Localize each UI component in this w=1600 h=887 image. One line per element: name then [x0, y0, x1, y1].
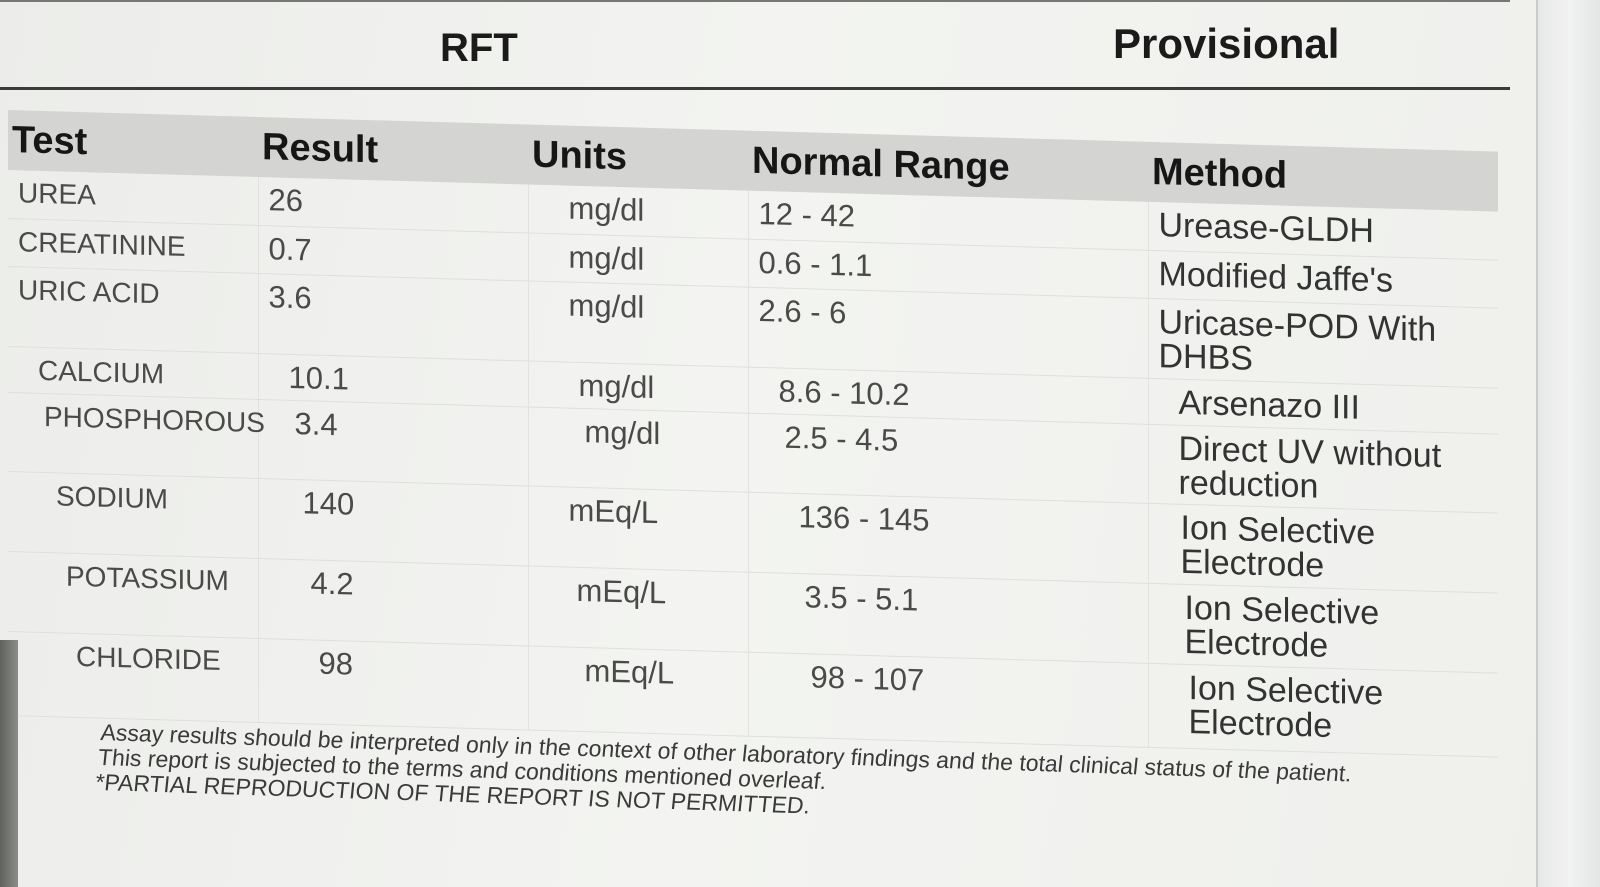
test-name: UREA: [8, 170, 258, 225]
test-name: CREATININE: [8, 218, 258, 273]
test-method: Ion Selective Electrode: [1148, 502, 1498, 593]
column-header-units: Units: [528, 124, 748, 191]
test-result: 140: [258, 477, 528, 566]
test-name: POTASSIUM: [8, 551, 258, 638]
test-normal-range: 3.5 - 5.1: [748, 571, 1148, 663]
test-name: CALCIUM: [8, 346, 258, 399]
test-units: mg/dl: [528, 406, 748, 492]
column-header-normal-range: Normal Range: [748, 130, 1148, 202]
test-result: 98: [258, 637, 528, 730]
test-method: Uricase-POD With DHBS: [1148, 297, 1498, 388]
test-method: Ion Selective Electrode: [1148, 582, 1498, 673]
top-rule: [0, 0, 1510, 2]
header-rule: [0, 87, 1510, 90]
test-normal-range: 2.6 - 6: [748, 286, 1148, 378]
column-header-test: Test: [8, 110, 258, 177]
test-result: 3.4: [258, 398, 528, 486]
results-table-container: Test Result Units Normal Range Method UR…: [8, 110, 1498, 812]
monitor-bezel: [1536, 0, 1600, 887]
results-table: Test Result Units Normal Range Method UR…: [8, 110, 1498, 757]
test-units: mg/dl: [528, 360, 748, 413]
test-method: Direct UV without reduction: [1148, 423, 1498, 513]
test-name: PHOSPHOROUS: [8, 392, 265, 478]
test-result: 10.1: [258, 352, 528, 407]
test-normal-range: 2.5 - 4.5: [748, 412, 1148, 503]
test-name: CHLORIDE: [8, 631, 258, 722]
test-units: mg/dl: [528, 280, 748, 367]
test-result: 26: [258, 176, 528, 233]
test-name: URIC ACID: [8, 266, 258, 353]
test-result: 4.2: [258, 557, 528, 646]
photo-edge-shadow: [0, 640, 18, 887]
column-header-result: Result: [258, 116, 528, 185]
test-name: SODIUM: [8, 471, 258, 558]
report-status: Provisional: [1113, 20, 1340, 67]
test-units: mEq/L: [528, 485, 748, 572]
test-units: mg/dl: [528, 232, 748, 287]
column-header-method: Method: [1148, 141, 1498, 212]
test-units: mEq/L: [528, 645, 748, 736]
report-title: RFT: [440, 26, 518, 70]
test-normal-range: 136 - 145: [748, 491, 1148, 583]
test-units: mg/dl: [528, 184, 748, 239]
test-result: 3.6: [258, 272, 528, 361]
test-method: Ion Selective Electrode: [1148, 662, 1498, 757]
test-result: 0.7: [258, 224, 528, 281]
test-units: mEq/L: [528, 565, 748, 652]
test-normal-range: 98 - 107: [748, 651, 1148, 747]
